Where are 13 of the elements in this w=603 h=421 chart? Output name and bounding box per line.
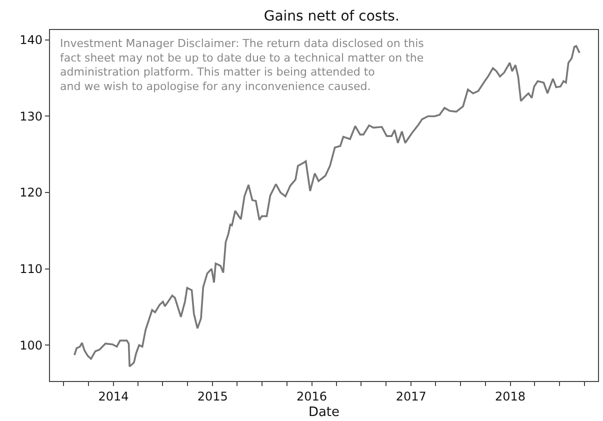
- y-tick-label: 100: [20, 338, 42, 352]
- x-tick-label: 2018: [495, 390, 526, 404]
- y-tick-label: 130: [20, 109, 42, 124]
- x-tick-label: 2015: [197, 390, 228, 404]
- x-axis-title: Date: [308, 405, 340, 420]
- annotation: Investment Manager Disclaimer: The return data disclosed on this fact sheet may not be up to date due to a technical matter on the administration platform. This matter is being attended to and we wish to apologise for any inconvenience caused.: [60, 37, 424, 93]
- y-tick-label: 140: [20, 33, 42, 48]
- x-tick-label: 2014: [98, 390, 129, 404]
- chart-title: Gains nett of costs.: [264, 8, 400, 24]
- y-tick-label: 110: [20, 262, 42, 276]
- x-tick-label: 2017: [396, 390, 426, 404]
- x-tick-label: 2016: [296, 390, 328, 404]
- y-tick-label: 120: [20, 186, 42, 200]
